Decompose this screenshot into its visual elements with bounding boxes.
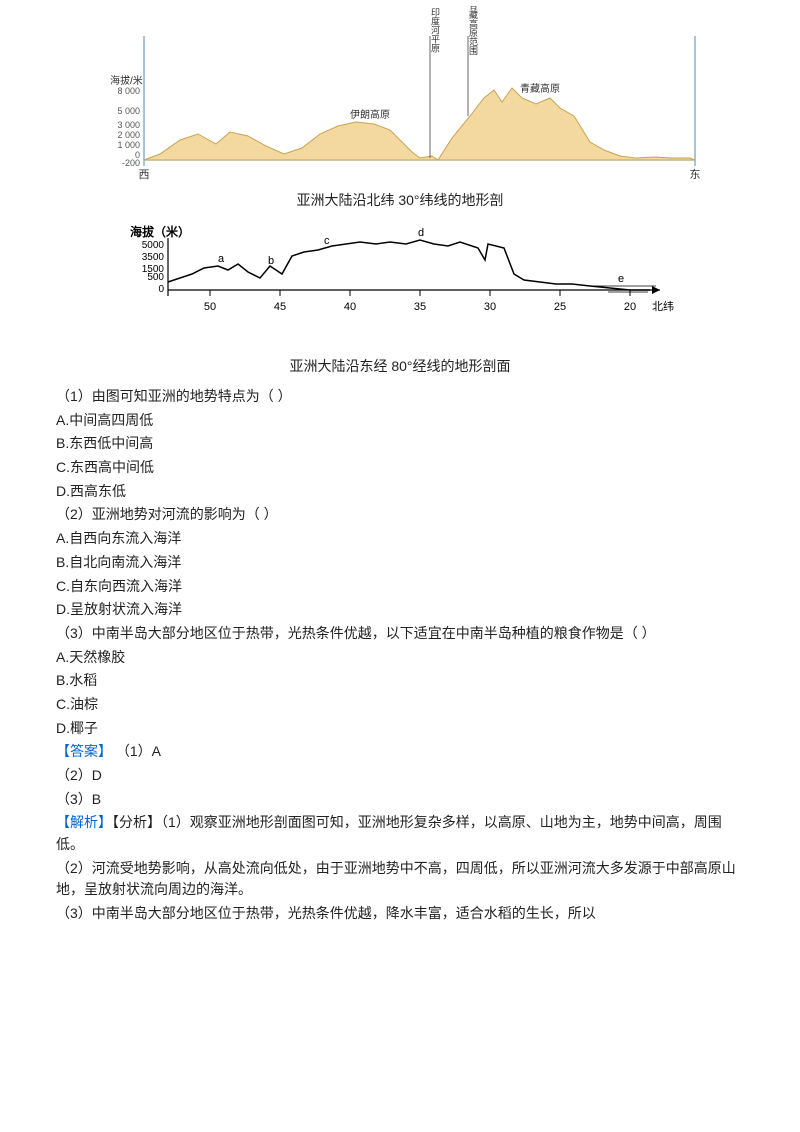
- chart2-caption: 亚洲大陆沿东经 80°经线的地形剖面: [56, 356, 744, 376]
- answer-line-3: （3）B: [56, 789, 744, 811]
- chart2-pt-d: d: [418, 227, 424, 239]
- chart2-xtick-1: 45: [274, 301, 286, 313]
- chart1-ytick-1: 5 000: [117, 106, 140, 116]
- chart1-anno-0: 伊朗高原: [350, 108, 390, 121]
- chart2-svg: 海拔（米） 5000 3500 1500 500 0 50 45 40 35 3…: [120, 220, 680, 350]
- chart2-xtick-2: 40: [344, 301, 356, 313]
- q1-stem: （1）由图可知亚洲的地势特点为（ ）: [56, 386, 744, 408]
- chart2-ylabel: 海拔（米）: [130, 224, 190, 239]
- chart2-arrow-icon: [652, 286, 660, 294]
- chart2-profile: [168, 240, 650, 290]
- answer-line-1: 【答案】 （1）A: [56, 741, 744, 763]
- chart1-caption: 亚洲大陆沿北纬 30°纬线的地形剖: [56, 190, 744, 210]
- q1-opt-b: B.东西低中间高: [56, 433, 744, 455]
- chart2-ytick-3: 500: [147, 272, 164, 283]
- answer-line-2: （2）D: [56, 765, 744, 787]
- analysis-line-2: （2）河流受地势影响，从高处流向低处，由于亚洲地势中不高，四周低，所以亚洲河流大…: [56, 858, 744, 901]
- q3-opt-b: B.水稻: [56, 670, 744, 692]
- chart2-pt-e: e: [618, 273, 624, 285]
- chart1-anno-2: 青藏高原范围: [468, 6, 478, 56]
- chart2-ytick-1: 3500: [142, 252, 165, 263]
- chart2-xtick-5: 25: [554, 301, 566, 313]
- q3-opt-a: A.天然橡胶: [56, 647, 744, 669]
- chart2-pt-a: a: [218, 253, 225, 265]
- chart1-ytick-6: -200: [122, 158, 140, 168]
- chart2-xticks: 50 45 40 35 30 25 20: [204, 290, 636, 313]
- chart1-container: 海拔/米 8 000 5 000 3 000 2 000 1 000 0 -20…: [56, 6, 744, 210]
- q3-opt-d: D.椰子: [56, 718, 744, 740]
- chart2-pt-b: b: [268, 255, 274, 267]
- chart1-xright: 东: [690, 168, 701, 181]
- chart1-ytick-2: 3 000: [117, 120, 140, 130]
- chart2-xlabel: 北纬: [652, 300, 674, 313]
- q2-opt-d: D.呈放射状流入海洋: [56, 599, 744, 621]
- chart1-ytick-4: 1 000: [117, 140, 140, 150]
- chart1-xleft: 西: [139, 169, 150, 181]
- chart2-pt-c: c: [324, 235, 330, 247]
- chart1-svg: 海拔/米 8 000 5 000 3 000 2 000 1 000 0 -20…: [80, 6, 720, 184]
- q2-opt-b: B.自北向南流入海洋: [56, 552, 744, 574]
- analysis-label: 【解析】: [56, 814, 112, 830]
- chart1-ytick-3: 2 000: [117, 130, 140, 140]
- chart1-anno-3: 青藏高原: [520, 82, 560, 95]
- analysis-line-3: （3）中南半岛大部分地区位于热带，光热条件优越，降水丰富，适合水稻的生长，所以: [56, 903, 744, 925]
- answer-a1: （1）A: [112, 743, 161, 759]
- chart2-container: 海拔（米） 5000 3500 1500 500 0 50 45 40 35 3…: [56, 220, 744, 376]
- q2-stem: （2）亚洲地势对河流的影响为（ ）: [56, 504, 744, 526]
- analysis-intro: 【分析】（1）观察亚洲地形剖面图可知，亚洲地形复杂多样，以高原、山地为主，地势中…: [56, 814, 722, 852]
- chart2-xtick-6: 20: [624, 301, 636, 313]
- q1-opt-d: D.西高东低: [56, 481, 744, 503]
- q1-opt-a: A.中间高四周低: [56, 410, 744, 432]
- chart2-ytick-0: 5000: [142, 240, 165, 251]
- q2-opt-c: C.自东向西流入海洋: [56, 576, 744, 598]
- chart1-anno-1: 印度河平原: [430, 6, 440, 52]
- q3-stem: （3）中南半岛大部分地区位于热带，光热条件优越，以下适宜在中南半岛种植的粮食作物…: [56, 623, 744, 645]
- chart2-ytick-4: 0: [158, 284, 164, 295]
- chart2-xtick-4: 30: [484, 301, 496, 313]
- q1-opt-c: C.东西高中间低: [56, 457, 744, 479]
- q3-opt-c: C.油棕: [56, 694, 744, 716]
- answer-label: 【答案】: [56, 743, 112, 759]
- analysis-line-1: 【解析】【分析】（1）观察亚洲地形剖面图可知，亚洲地形复杂多样，以高原、山地为主…: [56, 812, 744, 855]
- chart2-xtick-0: 50: [204, 301, 216, 313]
- chart1-ytick-0: 8 000: [117, 86, 140, 96]
- chart2-xtick-3: 35: [414, 301, 426, 313]
- q2-opt-a: A.自西向东流入海洋: [56, 528, 744, 550]
- chart1-profile: [144, 88, 695, 160]
